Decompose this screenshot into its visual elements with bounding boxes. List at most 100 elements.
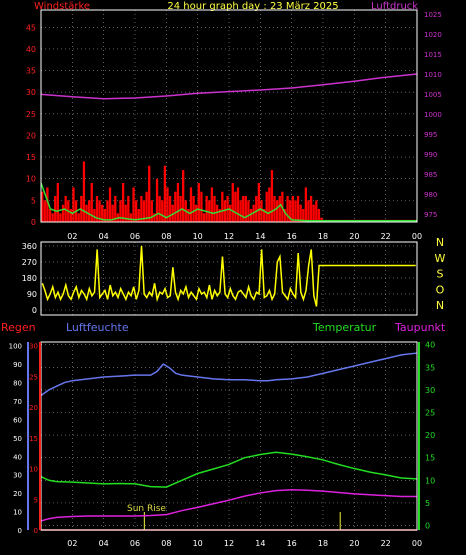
wind-panel-frame bbox=[40, 9, 418, 223]
wind-gust-bar bbox=[268, 187, 271, 222]
wind-gust-bar bbox=[46, 187, 49, 222]
wind-tick-label: 45 bbox=[26, 23, 36, 32]
pressure-tick-label: 1015 bbox=[424, 51, 442, 59]
pressure-line bbox=[40, 73, 418, 100]
rain-tick-label: 5 bbox=[34, 496, 38, 504]
humidity-axis-ticks: 0 10 20 30 40 50 60 70 80 90 100 bbox=[9, 343, 22, 535]
temperature-tick-label: 5 bbox=[425, 499, 430, 508]
wind-gust-bar bbox=[192, 196, 195, 222]
pressure-tick-label: 1005 bbox=[424, 91, 442, 99]
wind-gust-bar bbox=[95, 196, 99, 222]
wind-gust-bar bbox=[137, 209, 140, 222]
direction-tick-label: 0 bbox=[32, 306, 37, 315]
pressure-axis-ticks: 975 980 985 990 995 1000 1005 1010 1015 1020 1025 bbox=[424, 11, 442, 219]
compass-label: W bbox=[435, 252, 446, 265]
wind-gust-bar bbox=[260, 200, 263, 222]
legend-temperature: Temperatur bbox=[312, 321, 377, 334]
wind-gust-bar bbox=[187, 209, 190, 222]
time-tick-label: 22 bbox=[381, 232, 391, 241]
wind-gust-bar bbox=[294, 200, 297, 222]
wind-direction-line bbox=[41, 245, 416, 307]
rain-axis-ticks: 0 5 10 15 20 25 30 bbox=[29, 343, 38, 535]
humidity-tick-label: 30 bbox=[13, 472, 22, 480]
rain-tick-label: 10 bbox=[29, 466, 38, 474]
rain-tick-label: 20 bbox=[29, 404, 38, 412]
wind-tick-label: 15 bbox=[26, 153, 36, 162]
chart-title: 24 hour graph day : 23 März 2025 bbox=[167, 1, 338, 12]
wind-gust-bar bbox=[239, 200, 242, 222]
wind-gust-bar bbox=[61, 204, 65, 222]
wind-gust-bar bbox=[223, 200, 227, 222]
time-tick-label: 08 bbox=[161, 539, 171, 548]
wind-gust-bar bbox=[155, 178, 159, 222]
wind-gust-bar bbox=[98, 200, 101, 222]
wind-gust-bar bbox=[312, 204, 315, 222]
wind-gust-bar bbox=[88, 200, 91, 222]
wind-gust-bar bbox=[158, 196, 161, 222]
compass-label: S bbox=[437, 268, 444, 281]
humidity-tick-label: 90 bbox=[13, 361, 22, 369]
wind-gust-bar bbox=[41, 191, 44, 222]
temperature-tick-label: 35 bbox=[425, 363, 435, 372]
wind-gust-bar bbox=[54, 196, 57, 222]
wind-gust-bar bbox=[200, 191, 203, 222]
sunrise-label: Sun Rise bbox=[127, 504, 166, 514]
wind-gust-bar bbox=[56, 183, 59, 222]
humidity-tick-label: 0 bbox=[18, 527, 22, 535]
pressure-axis-title: Luftdruck bbox=[371, 1, 418, 12]
time-tick-label: 18 bbox=[318, 232, 328, 241]
wind-gust-bar bbox=[77, 213, 80, 222]
wind-gust-bar bbox=[276, 200, 279, 222]
wind-tick-label: 20 bbox=[26, 131, 36, 140]
humidity-tick-label: 70 bbox=[13, 398, 22, 406]
climate-time-ticks: 02 04 06 08 10 12 14 16 18 20 22 00 bbox=[67, 539, 422, 548]
wind-axis-title: Windstärke bbox=[34, 1, 90, 12]
wind-gust-bar bbox=[296, 196, 300, 222]
wind-gust-bar bbox=[174, 191, 177, 222]
wind-gust-bar bbox=[101, 204, 104, 222]
wind-gust-bar bbox=[176, 183, 180, 222]
pressure-tick-label: 1010 bbox=[424, 71, 442, 79]
wind-gust-bar bbox=[242, 196, 245, 222]
wind-gust-bar bbox=[289, 200, 292, 222]
wind-gust-bar bbox=[106, 200, 109, 222]
humidity-tick-label: 60 bbox=[13, 416, 22, 424]
wind-gust-bar bbox=[82, 161, 86, 222]
temperature-tick-label: 25 bbox=[425, 409, 435, 418]
wind-gust-bar bbox=[148, 165, 151, 222]
humidity-line bbox=[40, 352, 418, 397]
wind-gust-bar bbox=[90, 183, 93, 222]
wind-gust-bar bbox=[119, 200, 122, 222]
direction-tick-label: 270 bbox=[22, 258, 37, 267]
wind-gust-bar bbox=[51, 213, 54, 222]
rain-tick-label: 25 bbox=[29, 373, 38, 381]
time-tick-label: 00 bbox=[412, 232, 422, 241]
pressure-tick-label: 1020 bbox=[424, 31, 442, 39]
time-tick-label: 06 bbox=[130, 539, 140, 548]
wind-gust-bar bbox=[244, 196, 247, 222]
wind-gust-bar bbox=[218, 209, 221, 222]
wind-gust-bar bbox=[161, 200, 164, 222]
pressure-tick-label: 990 bbox=[424, 151, 437, 159]
rain-tick-label: 15 bbox=[29, 435, 38, 443]
time-tick-label: 12 bbox=[224, 539, 234, 548]
wind-gust-bar bbox=[234, 191, 237, 222]
wind-gust-bar bbox=[286, 196, 289, 222]
time-tick-label: 04 bbox=[99, 232, 109, 241]
humidity-tick-label: 100 bbox=[9, 343, 22, 351]
wind-gust-bar bbox=[114, 196, 117, 222]
wind-gust-bar bbox=[317, 209, 321, 222]
wind-mean-line bbox=[40, 182, 417, 222]
wind-gust-bar bbox=[215, 204, 219, 222]
pressure-tick-label: 985 bbox=[424, 171, 437, 179]
wind-gust-bar bbox=[124, 204, 127, 222]
time-tick-label: 04 bbox=[99, 539, 109, 548]
wind-tick-label: 5 bbox=[31, 196, 36, 205]
wind-axis-ticks: 0 5 10 15 20 25 30 35 40 45 bbox=[26, 23, 36, 227]
wind-gust-bar bbox=[257, 183, 261, 222]
pressure-tick-label: 1025 bbox=[424, 11, 442, 19]
wind-gust-bar bbox=[265, 191, 268, 222]
